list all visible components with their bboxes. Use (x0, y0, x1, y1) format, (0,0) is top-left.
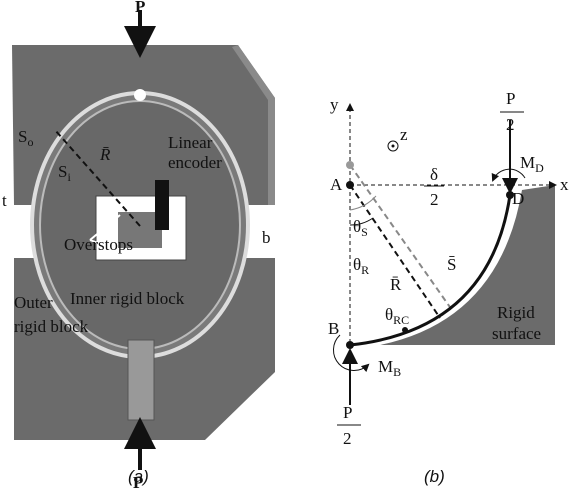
label: θ (385, 305, 393, 324)
label: D (512, 189, 524, 208)
label: b (262, 228, 271, 247)
encoder (155, 180, 169, 230)
caption: (a) (128, 467, 149, 486)
panel-a-drawing (12, 10, 275, 470)
label: P (343, 403, 352, 422)
label: B (393, 365, 401, 379)
panel-b-drawing (333, 105, 555, 405)
label: P (135, 0, 145, 16)
label: Outer (14, 293, 53, 312)
label: rigid block (14, 317, 89, 336)
label: θR (353, 255, 369, 277)
label: S (361, 225, 368, 239)
label: MD (520, 153, 544, 175)
point (346, 341, 354, 349)
point (402, 327, 408, 333)
point (346, 161, 354, 169)
label: Inner rigid block (70, 289, 185, 308)
label: Linear (168, 133, 213, 152)
label: θS (353, 217, 368, 239)
label: Overstops (64, 235, 133, 254)
label: encoder (168, 153, 222, 172)
label: θRC (385, 305, 409, 327)
point (346, 181, 354, 189)
z-axis (392, 145, 395, 148)
label: surface (492, 324, 541, 343)
label: M (520, 153, 535, 172)
label: A (330, 175, 343, 194)
load-rod (128, 340, 154, 420)
label: D (535, 161, 544, 175)
label: θ (353, 255, 361, 274)
label: y (330, 95, 339, 114)
label: S (58, 162, 67, 181)
label: 2 (506, 115, 515, 134)
figure: P P So Si R̄ Linear encoder t b Overstop… (0, 0, 576, 491)
hole (134, 89, 146, 101)
label: θ (353, 217, 361, 236)
label: R̄ (99, 145, 111, 164)
label: B (328, 319, 339, 338)
label: z (400, 125, 408, 144)
label: R̄ (390, 275, 402, 294)
radius-line (350, 185, 440, 318)
label: P (506, 89, 515, 108)
label: o (27, 135, 33, 149)
label: R (361, 263, 369, 277)
label: RC (393, 313, 409, 327)
label: S̄ (447, 255, 456, 274)
label: 2 (343, 429, 352, 448)
label: M (378, 357, 393, 376)
caption: (b) (424, 467, 445, 486)
label: t (2, 191, 7, 210)
label: x (560, 175, 569, 194)
label: Rigid (497, 303, 535, 322)
label: δ (430, 165, 438, 184)
label: S (18, 127, 27, 146)
label: MB (378, 357, 401, 379)
label: 2 (430, 190, 439, 209)
